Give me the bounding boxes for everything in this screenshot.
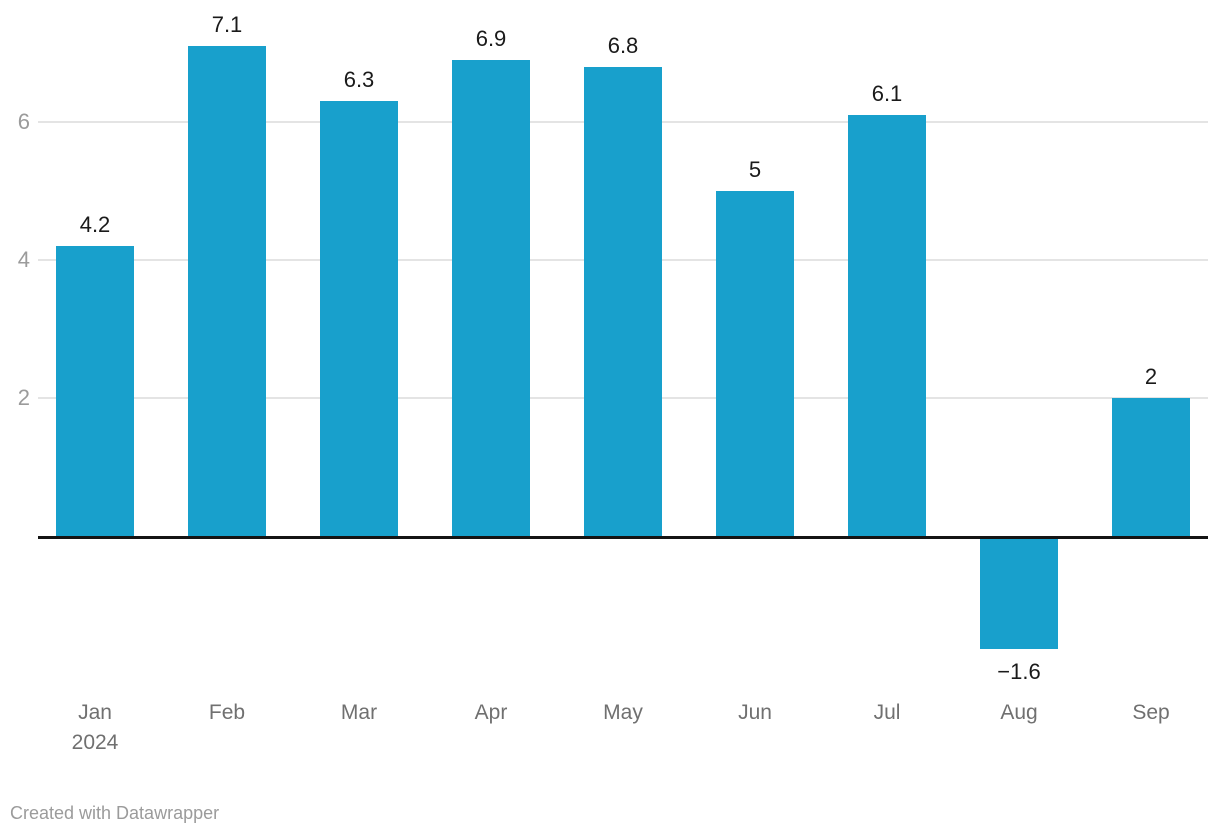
bar-jan xyxy=(56,246,134,536)
x-tick-label-mar: Mar xyxy=(340,701,378,724)
bar-aug xyxy=(980,539,1058,650)
x-tick-label-sep: Sep xyxy=(1132,701,1170,724)
y-tick-label: 6 xyxy=(17,109,30,134)
value-label-apr: 6.9 xyxy=(475,25,507,51)
bar-jul xyxy=(848,115,926,536)
value-label-may: 6.8 xyxy=(607,32,639,58)
bar-feb xyxy=(188,46,266,536)
value-label-aug: −1.6 xyxy=(997,659,1041,685)
datawrapper-credit: Created with Datawrapper xyxy=(10,803,220,823)
bar-apr xyxy=(452,59,530,536)
value-label-jan: 4.2 xyxy=(79,212,111,238)
value-label-jun: 5 xyxy=(748,157,762,182)
x-tick-label-may: May xyxy=(603,701,643,724)
x-tick-label-apr: Apr xyxy=(474,701,508,724)
x-tick-label-feb: Feb xyxy=(208,701,246,724)
bar-sep xyxy=(1112,398,1190,536)
y-tick-label: 4 xyxy=(17,247,30,272)
value-label-mar: 6.3 xyxy=(343,67,375,93)
value-label-sep: 2 xyxy=(1144,364,1158,389)
x-tick-label-jan: Jan 2024 xyxy=(71,701,119,754)
value-label-feb: 7.1 xyxy=(211,12,243,38)
x-tick-label-jun: Jun xyxy=(738,701,772,724)
bar-jun xyxy=(716,191,794,536)
x-tick-label-aug: Aug xyxy=(1000,701,1038,724)
value-label-jul: 6.1 xyxy=(871,81,903,107)
x-tick-label-jul: Jul xyxy=(873,701,901,724)
y-tick-label: 2 xyxy=(17,385,30,410)
zero-baseline xyxy=(38,536,1208,539)
bar-may xyxy=(584,66,662,536)
bar-mar xyxy=(320,101,398,536)
